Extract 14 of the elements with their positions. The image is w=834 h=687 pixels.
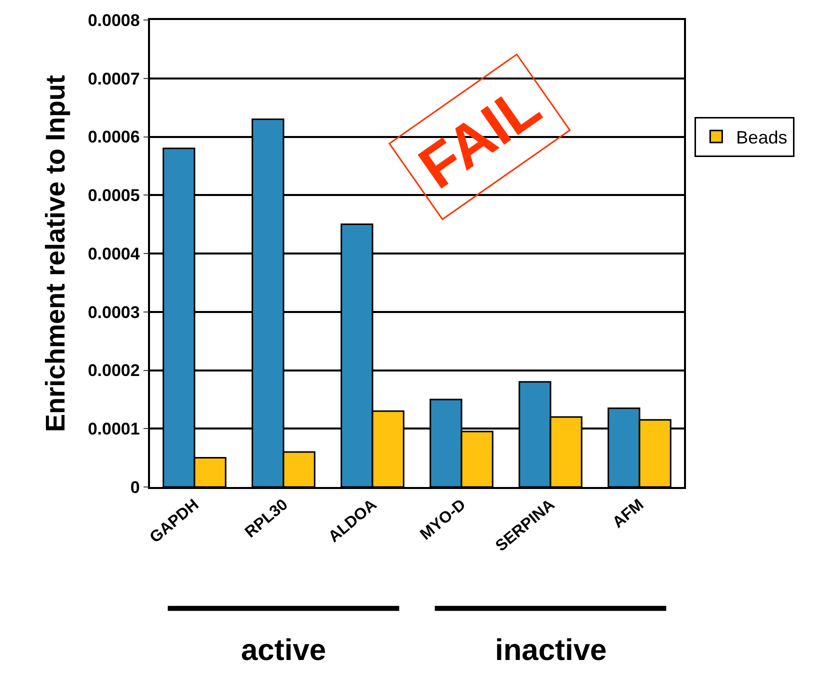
y-tick-label: 0.0002 xyxy=(88,361,140,380)
y-tick-label: 0.0006 xyxy=(88,128,140,147)
y-tick-label: 0.0008 xyxy=(88,10,140,30)
y-tick-label: 0 xyxy=(130,478,140,497)
y-tick-label: 0.0007 xyxy=(88,69,140,88)
text: active xyxy=(241,634,326,667)
y-tick-label: 0.0003 xyxy=(88,302,140,322)
y-tick-label: 0.0001 xyxy=(88,420,140,439)
y-axis-title: Enrichment relative to Input xyxy=(40,74,70,432)
y-tick-label: 0.0005 xyxy=(88,186,140,206)
annotation: FAIL xyxy=(407,72,552,202)
y-tick-label: 0.0004 xyxy=(88,244,140,264)
legend-label: Beads xyxy=(736,127,788,148)
text: inactive xyxy=(495,634,607,667)
